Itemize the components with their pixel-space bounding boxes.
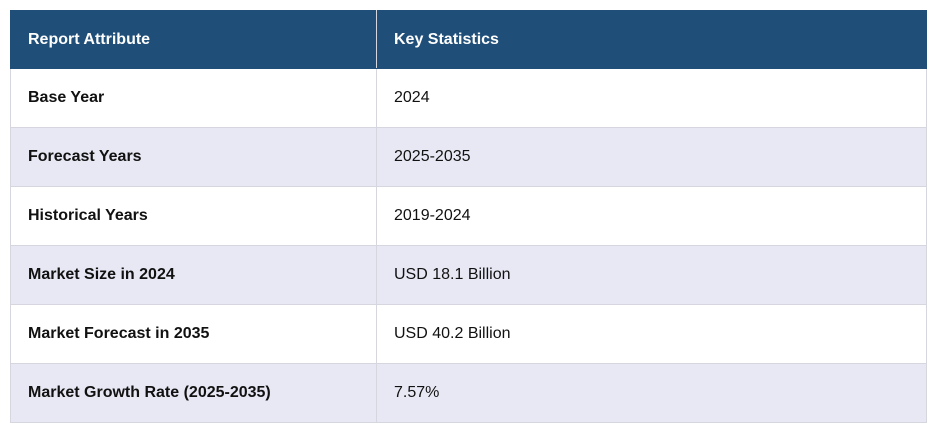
row-attribute: Base Year (10, 68, 377, 128)
row-attribute: Market Growth Rate (2025-2035) (10, 363, 377, 423)
table-row: Base Year 2024 (10, 68, 927, 128)
row-value: 2024 (376, 68, 927, 128)
row-value: 2019-2024 (376, 186, 927, 246)
report-attributes-table: Report Attribute Key Statistics Base Yea… (10, 10, 927, 423)
header-report-attribute: Report Attribute (10, 10, 377, 69)
row-value: 7.57% (376, 363, 927, 423)
table-row: Market Growth Rate (2025-2035) 7.57% (10, 363, 927, 423)
row-attribute: Forecast Years (10, 127, 377, 187)
row-value: USD 40.2 Billion (376, 304, 927, 364)
table-row: Market Size in 2024 USD 18.1 Billion (10, 245, 927, 305)
row-value: USD 18.1 Billion (376, 245, 927, 305)
report-table-container: Report Attribute Key Statistics Base Yea… (10, 10, 927, 423)
row-value: 2025-2035 (376, 127, 927, 187)
table-row: Historical Years 2019-2024 (10, 186, 927, 246)
header-key-statistics: Key Statistics (376, 10, 927, 69)
table-header: Report Attribute Key Statistics (10, 10, 927, 69)
table-row: Forecast Years 2025-2035 (10, 127, 927, 187)
header-row: Report Attribute Key Statistics (10, 10, 927, 69)
row-attribute: Market Size in 2024 (10, 245, 377, 305)
row-attribute: Historical Years (10, 186, 377, 246)
table-row: Market Forecast in 2035 USD 40.2 Billion (10, 304, 927, 364)
table-body: Base Year 2024 Forecast Years 2025-2035 … (10, 68, 927, 423)
row-attribute: Market Forecast in 2035 (10, 304, 377, 364)
